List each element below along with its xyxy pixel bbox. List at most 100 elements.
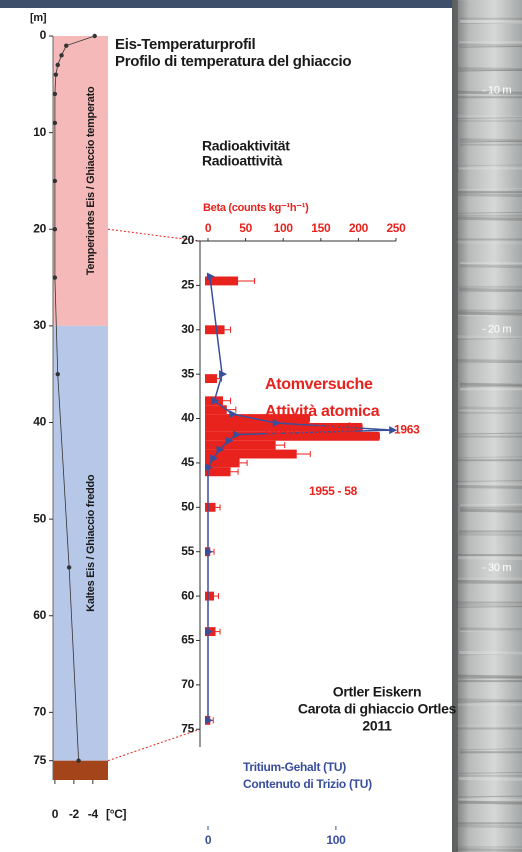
- core-layer: [458, 313, 522, 314]
- band-label: Kaltes Eis / Ghiaccio freddo: [85, 474, 97, 612]
- legend-label: Contenuto di Trizio (TU): [243, 777, 372, 791]
- core-layer: [458, 676, 522, 677]
- core-layer: [459, 652, 522, 653]
- y-tick-label: 20: [181, 233, 194, 247]
- temperature-point: [56, 63, 60, 67]
- core-layer: [456, 487, 522, 488]
- error-bar: [240, 460, 248, 466]
- temperature-point: [64, 43, 68, 47]
- temperature-point: [59, 53, 63, 57]
- error-bar: [214, 593, 219, 599]
- core-layer: [460, 384, 522, 385]
- info-line: Ortler Eiskern: [333, 684, 421, 700]
- core-layer: [457, 700, 522, 701]
- x-tick-label: 100: [274, 221, 294, 235]
- annotation: Atomversuche: [265, 376, 373, 393]
- legend-label: Tritium-Gehalt (TU): [243, 760, 346, 774]
- x-tick-label: 250: [386, 221, 406, 235]
- core-edge: [452, 0, 458, 852]
- bar: [205, 503, 216, 512]
- error-bar: [297, 451, 311, 457]
- temperature-point: [53, 227, 57, 231]
- infographic: 10 m20 m30 mTemperiertes Eis / Ghiaccio …: [0, 0, 522, 852]
- ice-band: [53, 761, 108, 780]
- event-label: 1955 - 58: [309, 484, 358, 498]
- bar: [205, 405, 227, 414]
- x-tick-label: 0: [52, 807, 59, 821]
- error-bar: [216, 629, 221, 635]
- core-depth-label: 30 m: [488, 562, 511, 574]
- y-tick-label: 70: [181, 677, 194, 691]
- y-tick-label: 25: [181, 278, 194, 292]
- annotation: sperimentale: [265, 421, 361, 438]
- y-tick-label: 40: [33, 415, 46, 429]
- chart-title: Radioaktivität: [202, 138, 290, 154]
- x-tick-label: 0: [205, 221, 212, 235]
- core-layer: [458, 802, 522, 803]
- x2-tick-label: 100: [326, 833, 346, 847]
- y-tick-label: 20: [33, 221, 46, 235]
- x-axis-label: [°C]: [106, 807, 127, 821]
- temperature-point: [54, 72, 58, 76]
- core-layer: [456, 242, 522, 243]
- core-layer: [456, 850, 522, 851]
- x-axis-label: Beta (counts kg⁻¹h⁻¹): [203, 202, 309, 214]
- core-layer: [460, 266, 522, 267]
- y-tick-label: 50: [33, 511, 46, 525]
- core-layer: [459, 778, 522, 779]
- temperature-point: [93, 34, 97, 38]
- core-depth-label: 20 m: [488, 323, 511, 335]
- core-layer: [457, 581, 522, 582]
- core-layer: [457, 826, 522, 827]
- error-bar: [238, 278, 255, 284]
- y-tick-label: 10: [33, 125, 46, 139]
- temperature-point: [53, 92, 57, 96]
- y-tick-label: 30: [33, 318, 46, 332]
- error-bar: [223, 398, 231, 404]
- info-line: Carota di ghiaccio Ortles: [298, 701, 457, 717]
- x-tick-label: 150: [311, 221, 331, 235]
- x-tick-label: 200: [349, 221, 369, 235]
- tritium-point: [219, 370, 227, 378]
- core-layer: [459, 408, 522, 409]
- core-layer: [460, 21, 522, 22]
- core-layer: [459, 289, 522, 290]
- chart-subtitle: Radioattività: [202, 153, 283, 169]
- x2-tick-label: 0: [205, 833, 212, 847]
- core-layer: [460, 629, 522, 630]
- core-layer: [456, 361, 522, 362]
- chart-title: Eis-Temperaturprofil: [115, 36, 256, 53]
- y-tick-label: 60: [33, 608, 46, 622]
- y-tick-label: 75: [181, 721, 194, 735]
- core-layer: [456, 605, 522, 606]
- x-tick-label: -2: [69, 807, 80, 821]
- tritium-line: [208, 277, 392, 721]
- x-tick-label: -4: [88, 807, 99, 821]
- y-tick-label: 50: [181, 499, 194, 513]
- error-bar: [225, 327, 231, 333]
- ice-core: [452, 0, 522, 852]
- core-layer: [457, 218, 522, 219]
- core-layer: [459, 45, 522, 46]
- core-layer: [460, 510, 522, 511]
- y-tick-label: 70: [33, 705, 46, 719]
- core-layer: [458, 195, 522, 196]
- core-layer: [458, 69, 522, 70]
- core-layer: [460, 140, 522, 141]
- temperature-point: [56, 372, 60, 376]
- core-depth-label: 10 m: [488, 85, 511, 97]
- bar: [205, 374, 217, 383]
- bar: [205, 441, 276, 450]
- core-layer: [456, 116, 522, 117]
- info-line: 2011: [362, 718, 392, 734]
- event-label: 1963: [394, 422, 420, 436]
- ice-band: [53, 36, 108, 326]
- core-layer: [459, 534, 522, 535]
- temperature-point: [76, 758, 80, 762]
- error-bar: [231, 469, 239, 475]
- error-bar: [216, 504, 221, 510]
- temperature-point: [53, 121, 57, 125]
- chart-subtitle: Profilo di temperatura del ghiaccio: [115, 53, 351, 70]
- bar: [205, 325, 225, 334]
- core-layer: [457, 337, 522, 338]
